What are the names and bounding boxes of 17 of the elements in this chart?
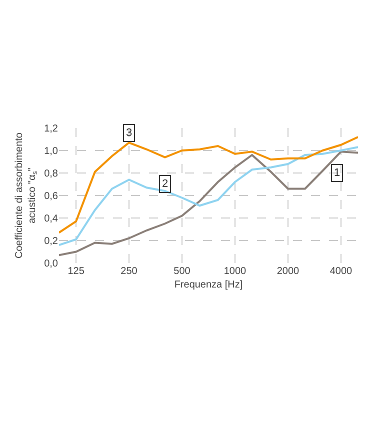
y-tick-label: 0,8 <box>44 168 58 180</box>
y-tick-label: 0,0 <box>44 258 58 270</box>
x-tick-label: 4000 <box>330 266 352 277</box>
y-tick-label: 0,4 <box>44 214 58 224</box>
x-tick-label: 2000 <box>276 266 300 277</box>
x-axis-title: Frequenza [Hz] <box>174 280 243 290</box>
x-tick-label: 125 <box>68 266 85 277</box>
x-tick-label: 250 <box>120 266 138 277</box>
y-tick-label: 0,6 <box>44 191 58 202</box>
annotation: 1 <box>334 167 340 179</box>
x-tick-label: 500 <box>174 266 191 277</box>
annotation: 2 <box>162 178 168 190</box>
annotation: 3 <box>126 127 132 139</box>
y-tick-label: 0,2 <box>44 236 58 247</box>
y-tick-label: 1,0 <box>44 146 58 157</box>
x-tick-label: 1000 <box>224 266 247 277</box>
y-tick-label: 1,2 <box>44 124 58 134</box>
